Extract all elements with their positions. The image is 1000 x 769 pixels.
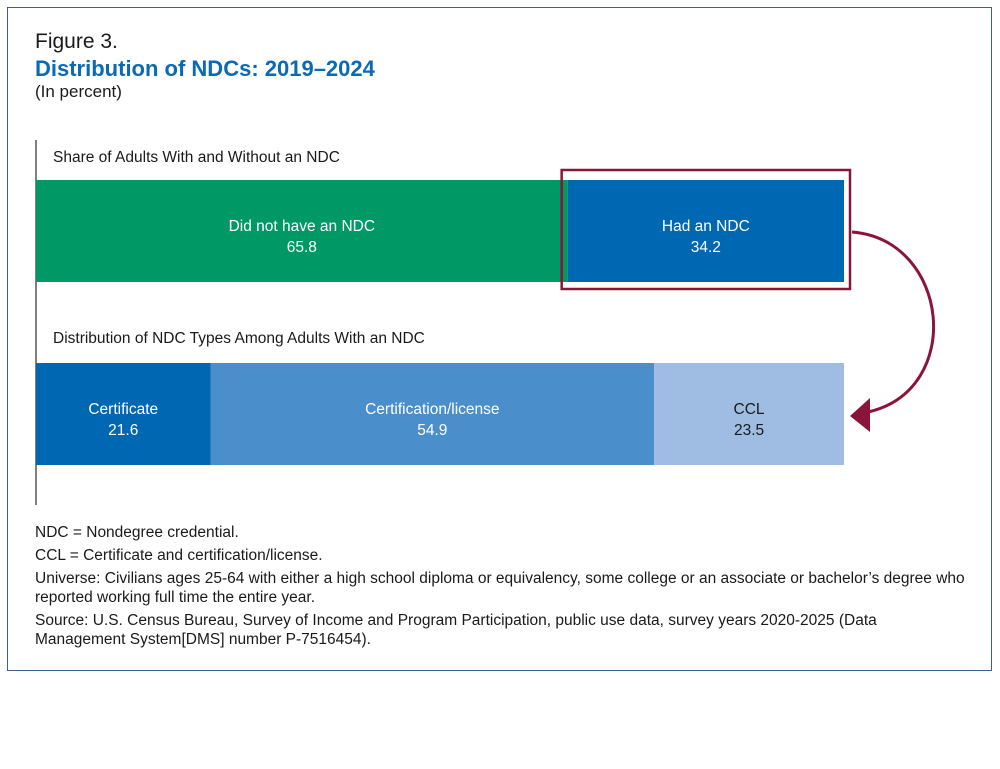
- figure-title: Distribution of NDCs: 2019–2024: [35, 56, 375, 81]
- segment-value-ccl: 23.5: [734, 422, 764, 439]
- bar-segment-certificate: [36, 363, 211, 465]
- note-ndc: NDC = Nondegree credential.: [35, 524, 239, 541]
- segment-value-had-an-ndc: 34.2: [691, 239, 721, 256]
- segment-label-certification-license: Certification/license: [365, 401, 499, 418]
- highlight-arrow: [851, 230, 936, 414]
- highlight-box: [560, 168, 852, 291]
- figure-label: Figure 3.: [35, 30, 118, 53]
- bar-segment-certification-license: [210, 363, 655, 465]
- panel-2-bars: Certificate 21.6 Certification/license 54.9…: [36, 363, 844, 465]
- note-ccl: CCL = Certificate and certification/lice…: [35, 547, 323, 564]
- segment-label-had-an-ndc: Had an NDC: [662, 218, 750, 235]
- segment-value-certification-license: 54.9: [417, 422, 447, 439]
- arrowhead-icon: [850, 398, 870, 432]
- bar-segment-had-an-ndc: [567, 180, 844, 282]
- panel-1-title: Share of Adults With and Without an NDC: [53, 149, 340, 166]
- notes: NDC = Nondegree credential. CCL = Certif…: [35, 523, 965, 653]
- panel-1-bars: Did not have an NDC 65.8 Had an NDC 34.2: [36, 180, 844, 282]
- segment-value-did-not-have-an-ndc: 65.8: [287, 239, 317, 256]
- figure-frame: [7, 7, 992, 671]
- note-universe: Universe: Civilians ages 25-64 with eith…: [35, 570, 965, 606]
- figure-units: (In percent): [35, 82, 122, 101]
- note-source: Source: U.S. Census Bureau, Survey of In…: [35, 612, 877, 648]
- bar-segment-ccl: [654, 363, 844, 465]
- stacked-bar-chart: Share of Adults With and Without an NDC …: [35, 140, 936, 505]
- panel-2-title: Distribution of NDC Types Among Adults W…: [53, 330, 425, 347]
- segment-label-certificate: Certificate: [88, 401, 158, 418]
- segment-label-ccl: CCL: [734, 401, 765, 418]
- segment-value-certificate: 21.6: [108, 422, 138, 439]
- segment-label-did-not-have-an-ndc: Did not have an NDC: [229, 218, 375, 235]
- bar-segment-did-not-have-an-ndc: [36, 180, 568, 282]
